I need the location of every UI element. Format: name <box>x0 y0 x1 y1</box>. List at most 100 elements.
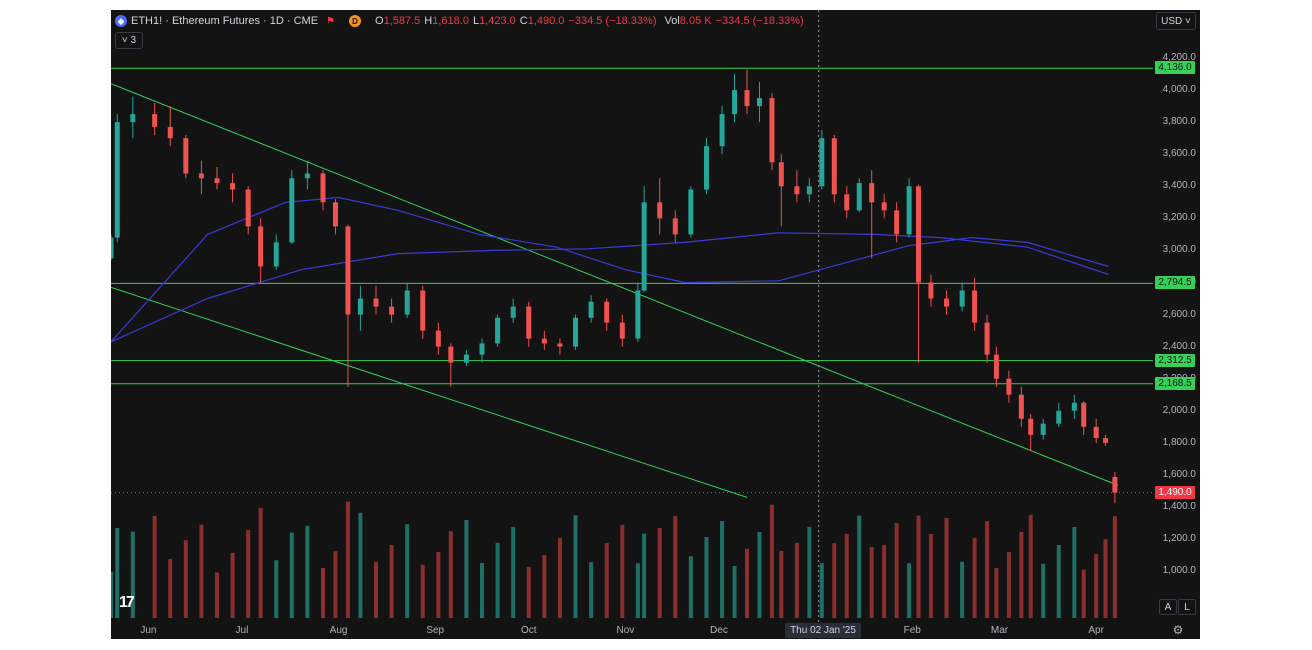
currency-select[interactable]: USD ˅ <box>1156 12 1196 30</box>
candle-body <box>1112 476 1118 493</box>
candle-body <box>778 162 784 187</box>
vol-label: Vol <box>664 15 680 27</box>
price-scale-label: 2,600.0 <box>1162 308 1196 320</box>
close-label: C <box>519 15 528 27</box>
volume-bar <box>258 508 263 618</box>
volume-bar <box>1006 552 1011 618</box>
volume-bar <box>779 551 784 618</box>
volume-bar <box>688 556 693 618</box>
chart-frame[interactable]: ◆ ETH1! · Ethereum Futures · 1D · CME ⚑ … <box>111 10 1200 639</box>
volume-bar <box>894 523 899 618</box>
candle-body <box>214 178 220 184</box>
moving-average-line <box>111 232 1109 343</box>
candle-body <box>1081 402 1087 427</box>
volume-bar <box>1094 554 1099 618</box>
candle-body <box>479 343 485 355</box>
log-scale-button[interactable]: L <box>1178 599 1196 615</box>
volume-bar <box>1041 563 1046 618</box>
price-scale-label: 3,600.0 <box>1162 148 1196 160</box>
candle-body <box>420 290 426 331</box>
volume-bar <box>389 545 394 618</box>
candle-body <box>183 138 189 174</box>
candle-body <box>906 186 912 235</box>
candle-body <box>959 290 965 307</box>
price-scale-label: 3,800.0 <box>1162 116 1196 128</box>
volume-bar <box>704 537 709 618</box>
red-flag-icon[interactable]: ⚑ <box>326 15 336 27</box>
candle-body <box>1071 402 1077 411</box>
candle-body <box>541 338 547 344</box>
volume-bar <box>1072 527 1077 618</box>
gear-icon[interactable]: ⚙ <box>1172 623 1184 637</box>
symbol-title[interactable]: ETH1! · Ethereum Futures · 1D · CME <box>131 15 319 27</box>
candle-body <box>1018 394 1024 419</box>
candle-body <box>448 346 454 363</box>
candle-body <box>273 242 279 267</box>
volume-bar <box>635 563 640 618</box>
candle-body <box>320 173 326 203</box>
ethereum-icon[interactable]: ◆ <box>115 15 127 27</box>
candle-body <box>641 202 647 291</box>
month-label: Jun <box>140 625 157 636</box>
volume-bar <box>115 528 120 618</box>
price-scale-label: 1,800.0 <box>1162 436 1196 448</box>
volume-bar <box>333 551 338 618</box>
candle-body <box>944 298 950 307</box>
candle-body <box>152 114 158 127</box>
data-badge[interactable]: D <box>349 15 362 27</box>
volume-bar <box>274 560 279 618</box>
volume-bar <box>448 531 453 618</box>
candle-body <box>984 322 990 355</box>
candle-body <box>167 126 173 139</box>
volume-bar <box>199 524 204 618</box>
trendline <box>111 83 1119 486</box>
volume-bar <box>745 548 749 618</box>
volume-bar <box>844 534 849 618</box>
candle-body <box>130 114 136 123</box>
candle-body <box>111 237 114 259</box>
candle-body <box>972 290 978 323</box>
auto-scale-button[interactable]: A <box>1159 599 1177 615</box>
candle-body <box>258 226 264 267</box>
chart-canvas[interactable] <box>111 10 1200 639</box>
price-scale-label: 3,400.0 <box>1162 180 1196 192</box>
price-scale-label: 3,000.0 <box>1162 244 1196 256</box>
candle-body <box>672 218 678 235</box>
month-label: Dec <box>710 625 728 636</box>
volume-bar <box>944 518 949 618</box>
month-label: Feb <box>903 625 921 636</box>
volume-bar <box>420 564 425 618</box>
volume-bar <box>1112 516 1117 618</box>
price-scale-label: 1,000.0 <box>1162 565 1196 577</box>
low-value: 1,423.0 <box>479 15 516 27</box>
indicators-toggle[interactable]: ˅ 3 <box>115 32 143 49</box>
volume-bar <box>819 563 824 618</box>
volume-bar <box>405 524 410 618</box>
volume-bar <box>111 571 113 618</box>
symbol-header: ◆ ETH1! · Ethereum Futures · 1D · CME ⚑ … <box>115 12 804 30</box>
volume-bar <box>511 527 516 618</box>
candle-body <box>732 90 738 115</box>
volume-bar <box>152 516 157 618</box>
volume-bar <box>464 520 469 618</box>
candle-body <box>1103 438 1109 443</box>
candle-body <box>604 301 610 323</box>
volume-bar <box>573 515 578 618</box>
crosshair-date-label: Thu 02 Jan '25 <box>785 623 861 638</box>
candle-body <box>657 202 663 219</box>
price-scale-label: 1,400.0 <box>1162 501 1196 512</box>
volume-bar <box>832 543 837 618</box>
candle-body <box>463 354 469 363</box>
candle-body <box>928 282 934 299</box>
candle-body <box>289 178 295 243</box>
volume-bar <box>757 532 762 618</box>
level-price-tag: 2,794.5 <box>1155 276 1195 290</box>
month-label: Sep <box>426 625 445 636</box>
candle-body <box>756 98 762 107</box>
volume-bar <box>480 563 484 618</box>
tradingview-logo[interactable]: 17 <box>119 594 135 611</box>
volume-bar <box>916 515 921 618</box>
close-value: 1,490.0 <box>527 15 565 27</box>
month-label: Mar <box>990 625 1009 636</box>
volume-bar <box>557 538 562 618</box>
